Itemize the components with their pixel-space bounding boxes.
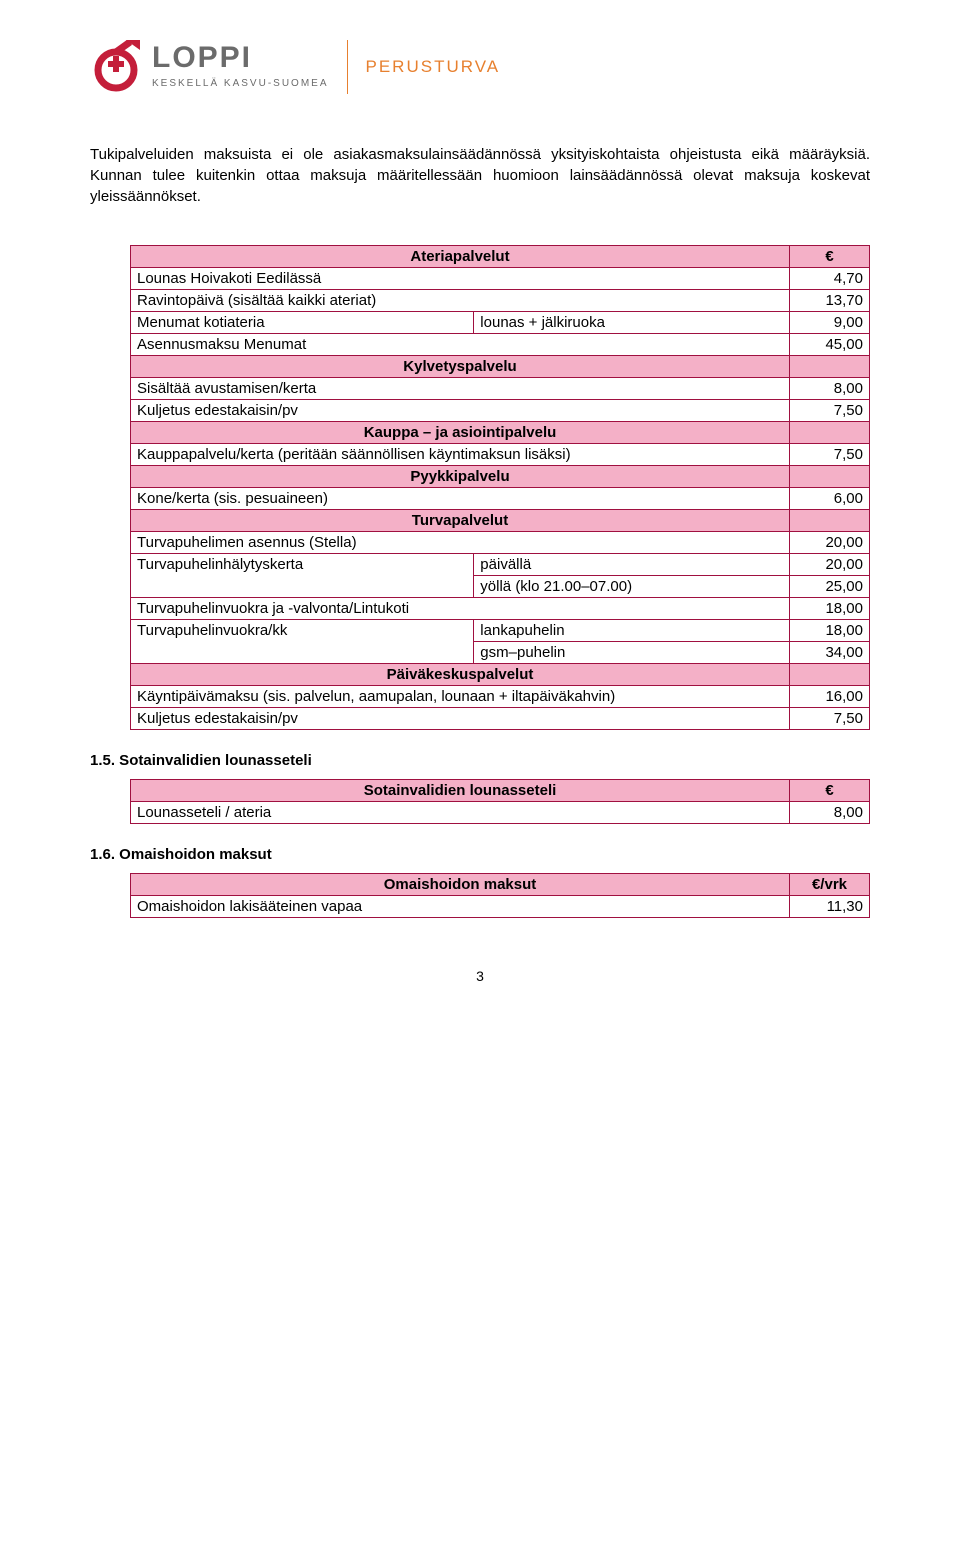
row-label: Ravintopäivä (sisältää kaikki ateriat)	[131, 290, 790, 312]
currency-header: €/vrk	[790, 874, 870, 896]
section-header: Pyykkipalvelu	[131, 466, 790, 488]
row-label: Käyntipäivämaksu (sis. palvelun, aamupal…	[131, 686, 790, 708]
table-row: Ravintopäivä (sisältää kaikki ateriat) 1…	[131, 290, 870, 312]
row-label: Turvapuhelinhälytyskerta	[131, 554, 474, 598]
row-sublabel: lankapuhelin	[474, 620, 790, 642]
row-value: 45,00	[790, 334, 870, 356]
pricing-table-15: Sotainvalidien lounasseteli € Lounassete…	[130, 779, 870, 824]
pricing-table-16: Omaishoidon maksut €/vrk Omaishoidon lak…	[130, 873, 870, 918]
section-header: Kauppa – ja asiointipalvelu	[131, 422, 790, 444]
empty-header	[790, 466, 870, 488]
empty-header	[790, 510, 870, 532]
intro-paragraph: Tukipalveluiden maksuista ei ole asiakas…	[90, 144, 870, 207]
row-value: 11,30	[790, 896, 870, 918]
section-header: Päiväkeskuspalvelut	[131, 664, 790, 686]
row-label: Kuljetus edestakaisin/pv	[131, 708, 790, 730]
table-row: Pyykkipalvelu	[131, 466, 870, 488]
row-value: 7,50	[790, 400, 870, 422]
logo-text: LOPPI KESKELLÄ KASVU-SUOMEA	[152, 43, 329, 89]
row-value: 4,70	[790, 268, 870, 290]
row-label: Menumat kotiateria	[131, 312, 474, 334]
row-label: Asennusmaksu Menumat	[131, 334, 790, 356]
logo: LOPPI KESKELLÄ KASVU-SUOMEA	[90, 40, 329, 92]
table-row: Kone/kerta (sis. pesuaineen) 6,00	[131, 488, 870, 510]
row-label: Turvapuhelimen asennus (Stella)	[131, 532, 790, 554]
empty-header	[790, 664, 870, 686]
section-header: Omaishoidon maksut	[131, 874, 790, 896]
currency-header: €	[790, 780, 870, 802]
table-row: Kylvetyspalvelu	[131, 356, 870, 378]
logo-icon	[90, 40, 142, 92]
row-sublabel: gsm–puhelin	[474, 642, 790, 664]
pricing-table-main: Ateriapalvelut € Lounas Hoivakoti Eedilä…	[130, 245, 870, 730]
row-value: 13,70	[790, 290, 870, 312]
table-row: Asennusmaksu Menumat 45,00	[131, 334, 870, 356]
page-number: 3	[90, 968, 870, 984]
row-value: 9,00	[790, 312, 870, 334]
table-row: Sisältää avustamisen/kerta 8,00	[131, 378, 870, 400]
empty-header	[790, 356, 870, 378]
table-row: Kuljetus edestakaisin/pv 7,50	[131, 400, 870, 422]
row-value: 25,00	[790, 576, 870, 598]
table-row: Omaishoidon maksut €/vrk	[131, 874, 870, 896]
table-row: Omaishoidon lakisääteinen vapaa 11,30	[131, 896, 870, 918]
row-value: 7,50	[790, 708, 870, 730]
table-row: Lounas Hoivakoti Eedilässä 4,70	[131, 268, 870, 290]
table-row: Turvapuhelimen asennus (Stella) 20,00	[131, 532, 870, 554]
section-header: Turvapalvelut	[131, 510, 790, 532]
row-value: 6,00	[790, 488, 870, 510]
page: LOPPI KESKELLÄ KASVU-SUOMEA PERUSTURVA T…	[0, 0, 960, 1024]
row-sublabel: yöllä (klo 21.00–07.00)	[474, 576, 790, 598]
table-row: Sotainvalidien lounasseteli €	[131, 780, 870, 802]
section-header: Ateriapalvelut	[131, 246, 790, 268]
row-value: 20,00	[790, 554, 870, 576]
row-label: Omaishoidon lakisääteinen vapaa	[131, 896, 790, 918]
section-title-15: 1.5. Sotainvalidien lounasseteli	[90, 752, 870, 769]
section-title-16: 1.6. Omaishoidon maksut	[90, 846, 870, 863]
currency-header: €	[790, 246, 870, 268]
row-value: 20,00	[790, 532, 870, 554]
table-row: Kuljetus edestakaisin/pv 7,50	[131, 708, 870, 730]
row-value: 7,50	[790, 444, 870, 466]
table-row: Menumat kotiateria lounas + jälkiruoka 9…	[131, 312, 870, 334]
section-header: Kylvetyspalvelu	[131, 356, 790, 378]
table-row: Kauppa – ja asiointipalvelu	[131, 422, 870, 444]
table-row: Turvapuhelinvuokra/kk lankapuhelin 18,00	[131, 620, 870, 642]
row-label: Kauppapalvelu/kerta (peritään säännöllis…	[131, 444, 790, 466]
table-row: Lounasseteli / ateria 8,00	[131, 802, 870, 824]
row-label: Lounasseteli / ateria	[131, 802, 790, 824]
table-row: Ateriapalvelut €	[131, 246, 870, 268]
row-value: 8,00	[790, 802, 870, 824]
row-label: Turvapuhelinvuokra/kk	[131, 620, 474, 664]
row-value: 18,00	[790, 598, 870, 620]
row-value: 34,00	[790, 642, 870, 664]
row-label: Lounas Hoivakoti Eedilässä	[131, 268, 790, 290]
table-row: Turvapalvelut	[131, 510, 870, 532]
row-sublabel: lounas + jälkiruoka	[474, 312, 790, 334]
row-value: 16,00	[790, 686, 870, 708]
row-label: Kone/kerta (sis. pesuaineen)	[131, 488, 790, 510]
row-sublabel: päivällä	[474, 554, 790, 576]
row-label: Turvapuhelinvuokra ja -valvonta/Lintukot…	[131, 598, 790, 620]
logo-subheader: PERUSTURVA	[366, 57, 501, 77]
row-label: Kuljetus edestakaisin/pv	[131, 400, 790, 422]
header-divider	[347, 40, 348, 94]
row-label: Sisältää avustamisen/kerta	[131, 378, 790, 400]
table-row: Turvapuhelinvuokra ja -valvonta/Lintukot…	[131, 598, 870, 620]
logo-tagline: KESKELLÄ KASVU-SUOMEA	[152, 78, 329, 89]
table-row: Käyntipäivämaksu (sis. palvelun, aamupal…	[131, 686, 870, 708]
row-value: 18,00	[790, 620, 870, 642]
section-header: Sotainvalidien lounasseteli	[131, 780, 790, 802]
row-value: 8,00	[790, 378, 870, 400]
table-row: Kauppapalvelu/kerta (peritään säännöllis…	[131, 444, 870, 466]
page-header: LOPPI KESKELLÄ KASVU-SUOMEA PERUSTURVA	[90, 40, 870, 94]
logo-name: LOPPI	[152, 43, 329, 73]
table-row: Päiväkeskuspalvelut	[131, 664, 870, 686]
table-row: Turvapuhelinhälytyskerta päivällä 20,00	[131, 554, 870, 576]
empty-header	[790, 422, 870, 444]
